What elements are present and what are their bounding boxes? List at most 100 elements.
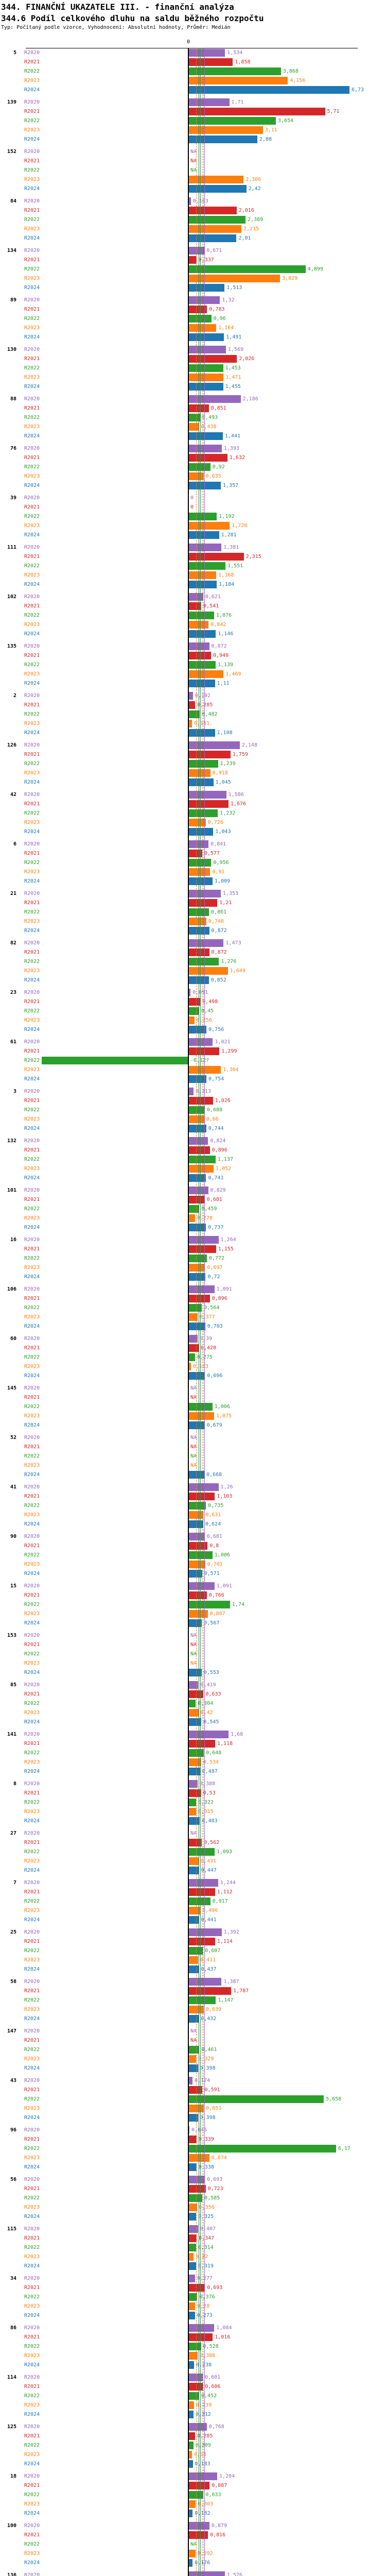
- year-label: R2021: [24, 752, 40, 757]
- year-label: R2023: [24, 177, 40, 182]
- bar-row: R2023 0,496: [0, 1906, 386, 1916]
- value-label: 1,68: [231, 1732, 243, 1737]
- value-label: 0,872: [211, 643, 227, 649]
- bar: [188, 395, 241, 403]
- bar-row: R2024 0,238: [0, 2361, 386, 2370]
- value-label: 0,92: [212, 464, 225, 470]
- bar-row: 82 R2020 1,473: [0, 939, 386, 948]
- bar: [188, 1323, 205, 1330]
- value-label: NA: [190, 1633, 197, 1638]
- bar-row: R2024 0,338: [0, 2163, 386, 2172]
- value-label: 1,276: [221, 959, 237, 964]
- year-label: R2021: [24, 158, 40, 164]
- year-label: R2024: [24, 1324, 40, 1329]
- year-label: R2021: [24, 1988, 40, 1994]
- year-label: R2024: [24, 1967, 40, 1972]
- year-label: R2024: [24, 928, 40, 934]
- bar: [188, 1867, 199, 1874]
- bar: [188, 1681, 199, 1689]
- bar: [188, 701, 196, 709]
- bar: [188, 472, 204, 480]
- group-number: 111: [7, 545, 16, 550]
- value-label: NA: [190, 1435, 197, 1440]
- value-label: 1,244: [220, 1880, 236, 1886]
- year-label: R2023: [24, 276, 40, 281]
- group-number: 134: [7, 248, 16, 253]
- bar-row: R2022 -6,127: [0, 1056, 386, 1065]
- value-label: 0,896: [212, 1147, 227, 1153]
- bar-row: R2021 0,347: [0, 2234, 386, 2243]
- bar-row: R2022 3,868: [0, 67, 386, 76]
- bar-group-43: 43 R2020 0,174 R2021 0,591 R2022 5,658 R2023 0,6…: [0, 2076, 386, 2123]
- bar-group-6: 6 R2020 0,841 R2021 0,577 R2022 0,956 R2023 0,91…: [0, 840, 386, 886]
- year-label: R2020: [24, 1138, 40, 1144]
- bar-group-125: 125 R2020 0,768 R2021 0,285 R2022 0,209 R2023 0,…: [0, 2422, 386, 2469]
- bar-row: 134 R2020 0,671: [0, 246, 386, 256]
- value-label: 1,26: [220, 1484, 233, 1490]
- year-label: R2024: [24, 1126, 40, 1131]
- value-label: 1,239: [220, 761, 236, 767]
- year-label: R2022: [24, 662, 40, 668]
- bar-row: R2021 2,026: [0, 354, 386, 364]
- bar-row: R2022 5,658: [0, 2095, 386, 2104]
- year-label: R2021: [24, 405, 40, 411]
- value-label: 1,632: [229, 455, 245, 461]
- year-label: R2022: [24, 1206, 40, 1212]
- bar-row: R2021 0,896: [0, 1146, 386, 1155]
- value-label: 1,112: [217, 1889, 233, 1895]
- year-label: R2024: [24, 2016, 40, 2022]
- year-label: R2024: [24, 582, 40, 587]
- year-label: R2020: [24, 2276, 40, 2281]
- value-label: 1,232: [220, 810, 236, 816]
- bar-row: R2021 1,155: [0, 1245, 386, 1254]
- value-label: 0,496: [202, 1908, 218, 1913]
- bar-row: R2022 0,314: [0, 2243, 386, 2252]
- value-label: 0,339: [198, 2137, 214, 2142]
- year-label: R2022: [24, 563, 40, 569]
- bar: [188, 77, 288, 84]
- bar: [188, 1996, 216, 2004]
- bar: [188, 284, 225, 292]
- value-label: 0,42: [200, 1710, 213, 1716]
- bar-row: R2024 0,447: [0, 1866, 386, 1875]
- year-label: R2021: [24, 950, 40, 955]
- value-label: 1,299: [221, 1048, 237, 1054]
- year-label: R2022: [24, 167, 40, 173]
- value-label: 0,852: [210, 977, 226, 983]
- group-number: 41: [10, 1484, 16, 1490]
- bar-row: R2023 0,388: [0, 2351, 386, 2361]
- bar-row: R2024 0,679: [0, 1421, 386, 1430]
- bar-row: R2022 0,96: [0, 314, 386, 324]
- bar-row: R2022 0,735: [0, 1501, 386, 1511]
- bar-row: R2023 4,156: [0, 76, 386, 86]
- bar: [188, 346, 226, 353]
- year-label: R2020: [24, 1237, 40, 1243]
- bar: [188, 2531, 208, 2539]
- bar-row: R2022 0,956: [0, 858, 386, 868]
- bar: [188, 2432, 196, 2440]
- bar-row: R2021 0,783: [0, 305, 386, 314]
- axis-zero-line: [188, 48, 189, 2576]
- bar: [188, 1561, 205, 1568]
- bar-row: R2024 2,42: [0, 184, 386, 194]
- value-label: 1,016: [215, 2334, 231, 2340]
- bar: [188, 652, 212, 659]
- value-label: 1,164: [218, 325, 234, 331]
- bar-row: R2024 0,624: [0, 1520, 386, 1529]
- bar: [188, 216, 246, 224]
- bar: [188, 108, 325, 115]
- value-label: 0,842: [210, 622, 226, 628]
- bar: [188, 1839, 202, 1846]
- bar-row: 115 R2020 0,407: [0, 2225, 386, 2234]
- bar-row: 88 R2020 2,186: [0, 395, 386, 404]
- value-label: 0,398: [200, 2065, 216, 2071]
- bar: [188, 1749, 204, 1757]
- value-label: 1,021: [215, 1039, 231, 1045]
- bar-row: R2021 0,577: [0, 849, 386, 858]
- group-number: 5: [13, 50, 16, 56]
- year-label: R2021: [24, 1246, 40, 1252]
- year-label: R2021: [24, 2285, 40, 2291]
- bar-row: R2022 NA: [0, 2540, 386, 2549]
- value-label: 0,756: [208, 1027, 224, 1032]
- bar-row: R2023 0,377: [0, 1313, 386, 1322]
